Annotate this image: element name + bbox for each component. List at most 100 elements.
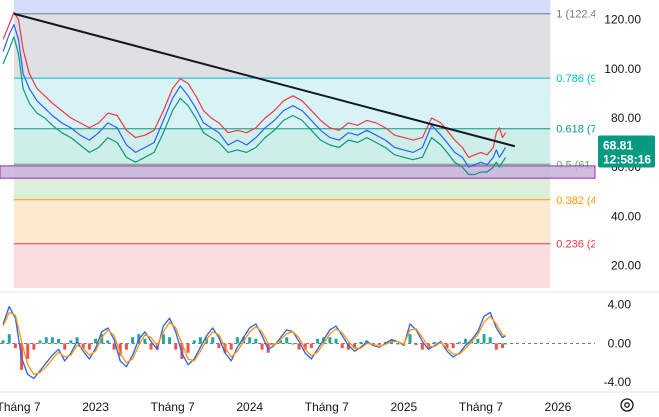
time-tick-label: Tháng 7 xyxy=(305,400,349,414)
trendline-segment[interactable] xyxy=(13,12,516,148)
fib-label-1: 1 (122.41) xyxy=(556,9,606,21)
osc-histogram-bar xyxy=(482,334,486,344)
time-axis[interactable]: Tháng 7 2023 Tháng 7 2024 Tháng 7 2025 Tháng 7… xyxy=(0,400,572,414)
osc-histogram-bar xyxy=(334,338,338,344)
osc-histogram-bar xyxy=(464,338,468,344)
price-tick-label: 40.00 xyxy=(611,209,641,223)
price-panel xyxy=(2,11,507,176)
osc-histogram-bar xyxy=(494,343,498,350)
osc-histogram-bar xyxy=(476,338,480,344)
osc-histogram-bar xyxy=(377,343,381,345)
osc-histogram-bar xyxy=(285,337,289,344)
osc-histogram-bar xyxy=(291,343,295,345)
osc-histogram-bar xyxy=(303,343,307,350)
fib-label-0.236: 0.236 (28.83) xyxy=(556,239,621,251)
gear-icon[interactable] xyxy=(620,398,634,412)
osc-histogram-bar xyxy=(168,337,172,344)
osc-histogram-bar xyxy=(217,343,221,349)
osc-histogram-bar xyxy=(81,343,85,349)
fib-zone-top xyxy=(13,0,551,14)
osc-histogram-bar xyxy=(408,334,412,344)
osc-histogram-bar xyxy=(504,343,508,345)
price-tick-label: 20.00 xyxy=(611,258,641,272)
time-tick-label: Tháng 7 xyxy=(151,400,195,414)
fib-zone-0.236 xyxy=(13,243,551,289)
price-tick-label: 80.00 xyxy=(611,111,641,125)
osc-histogram-bar xyxy=(38,340,42,344)
fib-label-0.786: 0.786 (96.19) xyxy=(556,73,621,85)
support-band-rect[interactable] xyxy=(0,165,596,179)
fibonacci-retracement[interactable]: 1 (122.41)0.786 (96.19)0.618 (75.62)0.5 … xyxy=(13,0,622,289)
osc-histogram-bar xyxy=(198,337,202,344)
osc-histogram-bar xyxy=(75,337,79,344)
osc-histogram-bar xyxy=(161,334,165,344)
time-tick-label: Tháng 7 xyxy=(0,400,41,414)
osc-histogram-bar xyxy=(57,338,61,344)
osc-histogram-bar xyxy=(118,343,122,356)
price-series-0 xyxy=(2,24,507,168)
osc-histogram-bar xyxy=(451,343,455,349)
osc-histogram-bar xyxy=(420,343,424,350)
osc-histogram-bar xyxy=(155,343,159,350)
fib-label-0.618: 0.618 (75.62) xyxy=(556,124,621,136)
osc-histogram-bar xyxy=(50,337,54,344)
osc-histogram-bar xyxy=(94,338,98,344)
osc-histogram-bar xyxy=(63,343,67,350)
trendline[interactable] xyxy=(13,12,516,148)
osc-histogram-bar xyxy=(501,343,505,349)
osc-histogram-bar xyxy=(346,343,350,350)
osc-series-0 xyxy=(2,305,506,380)
osc-histogram-bar xyxy=(260,343,264,350)
osc-series-1 xyxy=(2,311,506,376)
time-tick-label: 2025 xyxy=(391,400,418,414)
osc-histogram-bar xyxy=(131,337,135,344)
osc-histogram-bar xyxy=(457,341,461,344)
osc-histogram-bar xyxy=(353,343,357,349)
support-zone[interactable] xyxy=(0,165,596,179)
osc-histogram-bar xyxy=(174,343,178,350)
osc-histogram-bar xyxy=(414,343,418,345)
osc-histogram-bar xyxy=(7,334,11,344)
price-tick-label: 120.00 xyxy=(604,13,641,27)
osc-histogram-bar xyxy=(328,337,332,344)
oscillator-axis[interactable]: 4.00 0.00 -4.00 xyxy=(604,298,632,390)
price-series-1 xyxy=(2,11,507,158)
osc-histogram-bar xyxy=(396,343,400,345)
fib-zone-0.786 xyxy=(13,78,551,129)
osc-histogram-bar xyxy=(279,340,283,344)
osc-histogram-bar xyxy=(192,340,196,344)
osc-histogram-bar xyxy=(235,337,239,344)
osc-histogram-bar xyxy=(124,343,128,350)
osc-histogram-bar xyxy=(248,337,252,344)
osc-histogram-bar xyxy=(359,341,363,344)
osc-histogram-bar xyxy=(316,338,320,344)
osc-histogram-bar xyxy=(69,340,73,344)
oscillator-panel xyxy=(0,305,595,380)
osc-histogram-bar xyxy=(254,338,258,344)
osc-histogram-bar xyxy=(44,337,48,344)
time-tick-label: Tháng 7 xyxy=(459,400,503,414)
time-tick-label: 2024 xyxy=(236,400,263,414)
osc-histogram-bar xyxy=(211,337,215,344)
price-tick-label: 100.00 xyxy=(604,62,641,76)
time-tick-label: 2026 xyxy=(545,400,572,414)
osc-histogram-bar xyxy=(433,341,437,344)
osc-histogram-bar xyxy=(297,343,301,350)
osc-histogram-bar xyxy=(309,343,313,349)
osc-tick-label: -4.00 xyxy=(604,375,632,389)
osc-histogram-bar xyxy=(143,338,147,344)
last-price-value: 68.81 xyxy=(603,138,633,152)
osc-histogram-bar xyxy=(488,337,492,344)
osc-histogram-bar xyxy=(149,343,153,350)
osc-histogram-bar xyxy=(13,343,17,349)
osc-histogram-bar xyxy=(106,340,110,344)
price-series-2 xyxy=(2,36,507,176)
time-tick-label: 2023 xyxy=(82,400,109,414)
osc-histogram-bar xyxy=(112,343,116,350)
osc-histogram-bar xyxy=(32,343,36,350)
osc-histogram-bar xyxy=(26,343,30,359)
fib-zone-0.382 xyxy=(13,199,551,244)
